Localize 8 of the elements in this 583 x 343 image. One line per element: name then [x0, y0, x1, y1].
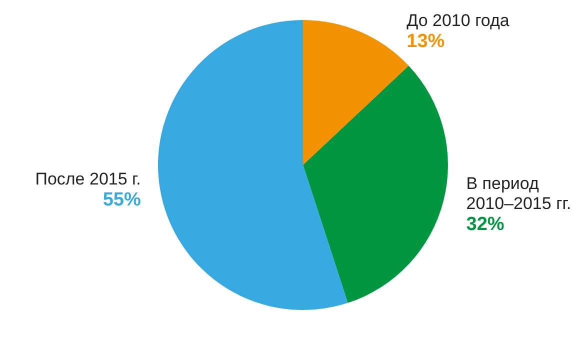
slice-label: До 2010 года — [406, 11, 510, 30]
data-label: 13% — [406, 31, 445, 52]
data-label: 55% — [102, 190, 141, 211]
slice-label: После 2015 г. — [35, 170, 141, 189]
data-label: 32% — [466, 214, 504, 236]
pie-slice — [303, 66, 448, 303]
slice-label: В период 2010–2015 гг. — [466, 174, 572, 214]
pie-slice — [158, 20, 348, 310]
